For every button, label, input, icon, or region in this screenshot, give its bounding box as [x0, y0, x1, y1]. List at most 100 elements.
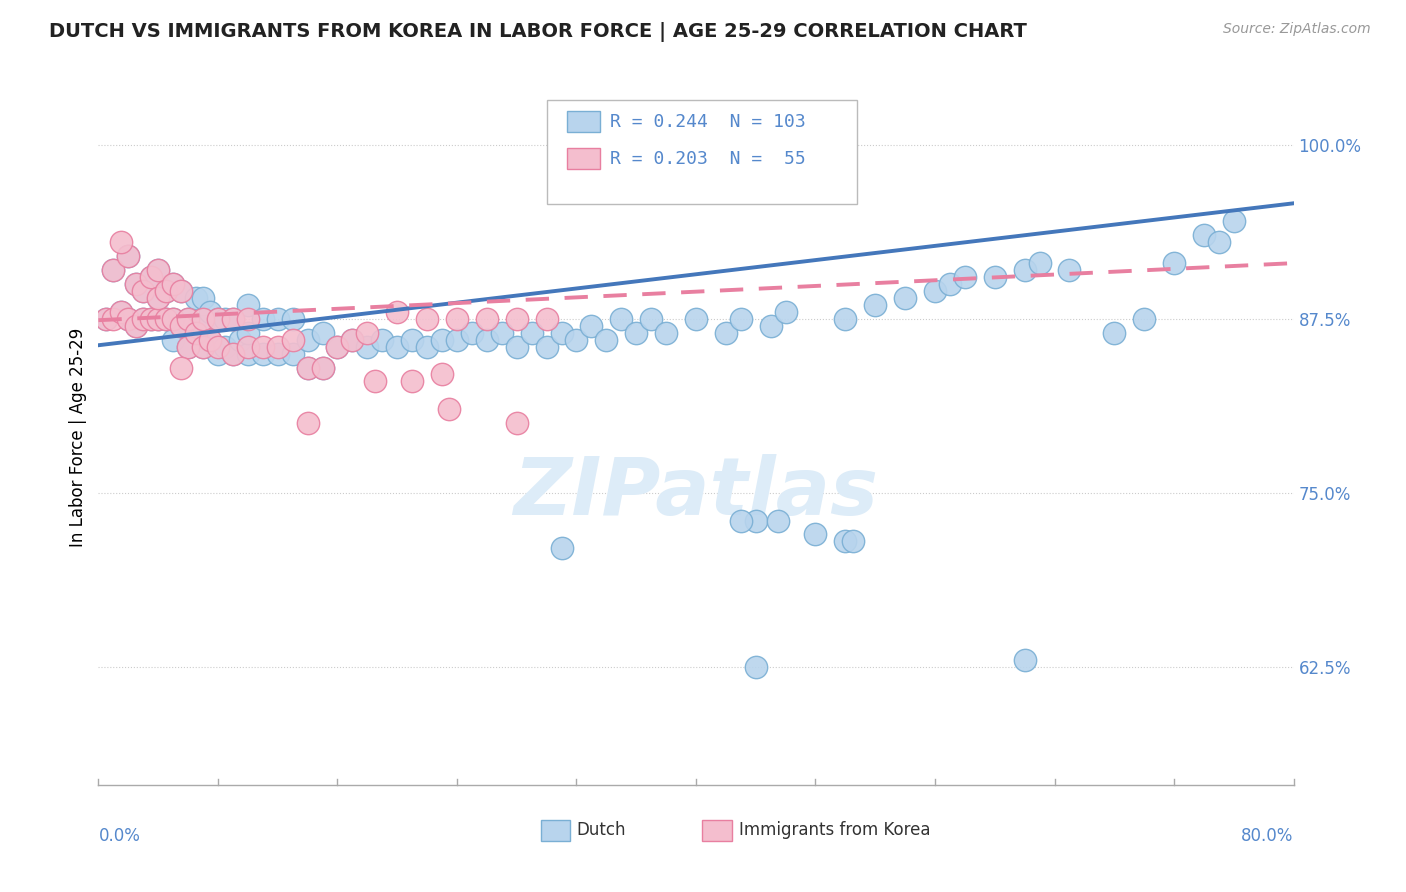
Point: [117, 311, 139, 326]
Point: [281, 346, 304, 360]
Point: [655, 326, 678, 340]
FancyBboxPatch shape: [541, 820, 571, 840]
Point: [148, 263, 170, 277]
Point: [401, 375, 423, 389]
Point: [536, 340, 558, 354]
Point: [1104, 326, 1126, 340]
Point: [132, 284, 155, 298]
Point: [475, 333, 498, 347]
Point: [191, 340, 214, 354]
Text: ZIPatlas: ZIPatlas: [513, 454, 879, 532]
Point: [1014, 653, 1036, 667]
Point: [103, 263, 125, 277]
Point: [766, 514, 789, 528]
Text: Immigrants from Korea: Immigrants from Korea: [740, 822, 931, 839]
Point: [1028, 256, 1050, 270]
Point: [834, 534, 856, 549]
Point: [169, 360, 191, 375]
Point: [132, 311, 155, 326]
Point: [364, 375, 387, 389]
Point: [132, 284, 155, 298]
Point: [506, 340, 529, 354]
Point: [865, 298, 887, 312]
Point: [416, 311, 439, 326]
Point: [834, 311, 856, 326]
Point: [506, 416, 529, 430]
Point: [155, 311, 177, 326]
Point: [200, 305, 222, 319]
Point: [177, 340, 200, 354]
Point: [162, 311, 184, 326]
Point: [446, 311, 468, 326]
Point: [759, 318, 782, 333]
Point: [311, 326, 333, 340]
Point: [103, 311, 125, 326]
Point: [207, 311, 229, 326]
Point: [385, 305, 409, 319]
Text: Dutch: Dutch: [576, 822, 626, 839]
Point: [207, 346, 229, 360]
Point: [626, 326, 648, 340]
Text: 0.0%: 0.0%: [98, 827, 141, 845]
Point: [804, 527, 827, 541]
Point: [155, 311, 177, 326]
Point: [222, 311, 245, 326]
Point: [125, 277, 148, 291]
Point: [200, 333, 222, 347]
Point: [191, 291, 214, 305]
Point: [117, 249, 139, 263]
Point: [1223, 214, 1246, 228]
Text: R = 0.203  N =  55: R = 0.203 N = 55: [610, 150, 806, 168]
Text: Source: ZipAtlas.com: Source: ZipAtlas.com: [1223, 22, 1371, 37]
Point: [169, 318, 191, 333]
Point: [775, 305, 797, 319]
Point: [162, 277, 184, 291]
Point: [595, 333, 617, 347]
Point: [236, 326, 259, 340]
Point: [214, 340, 236, 354]
Text: DUTCH VS IMMIGRANTS FROM KOREA IN LABOR FORCE | AGE 25-29 CORRELATION CHART: DUTCH VS IMMIGRANTS FROM KOREA IN LABOR …: [49, 22, 1028, 42]
Point: [252, 311, 274, 326]
Point: [94, 311, 117, 326]
Point: [730, 311, 752, 326]
Point: [155, 284, 177, 298]
Point: [110, 235, 132, 250]
Point: [311, 360, 333, 375]
Point: [297, 360, 319, 375]
Point: [207, 340, 229, 354]
Point: [148, 291, 170, 305]
Point: [267, 311, 290, 326]
Point: [416, 340, 439, 354]
Point: [430, 333, 453, 347]
Point: [924, 284, 946, 298]
Point: [1208, 235, 1230, 250]
Point: [177, 340, 200, 354]
Point: [236, 311, 259, 326]
Point: [1059, 263, 1081, 277]
Point: [139, 311, 162, 326]
Point: [94, 311, 117, 326]
Point: [430, 368, 453, 382]
Point: [326, 340, 349, 354]
Point: [439, 402, 461, 417]
Point: [939, 277, 962, 291]
Point: [342, 333, 364, 347]
Point: [267, 340, 290, 354]
Point: [461, 326, 484, 340]
Point: [730, 514, 752, 528]
Point: [252, 340, 274, 354]
Point: [236, 298, 259, 312]
Point: [148, 291, 170, 305]
FancyBboxPatch shape: [567, 148, 600, 169]
FancyBboxPatch shape: [702, 820, 733, 840]
Point: [148, 263, 170, 277]
Point: [356, 340, 378, 354]
Point: [371, 333, 394, 347]
Point: [139, 270, 162, 285]
Point: [356, 326, 378, 340]
Point: [475, 311, 498, 326]
Point: [342, 333, 364, 347]
Point: [110, 305, 132, 319]
Point: [191, 311, 214, 326]
Point: [297, 360, 319, 375]
